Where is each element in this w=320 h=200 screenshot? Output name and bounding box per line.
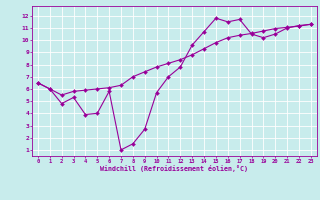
X-axis label: Windchill (Refroidissement éolien,°C): Windchill (Refroidissement éolien,°C) <box>100 165 248 172</box>
